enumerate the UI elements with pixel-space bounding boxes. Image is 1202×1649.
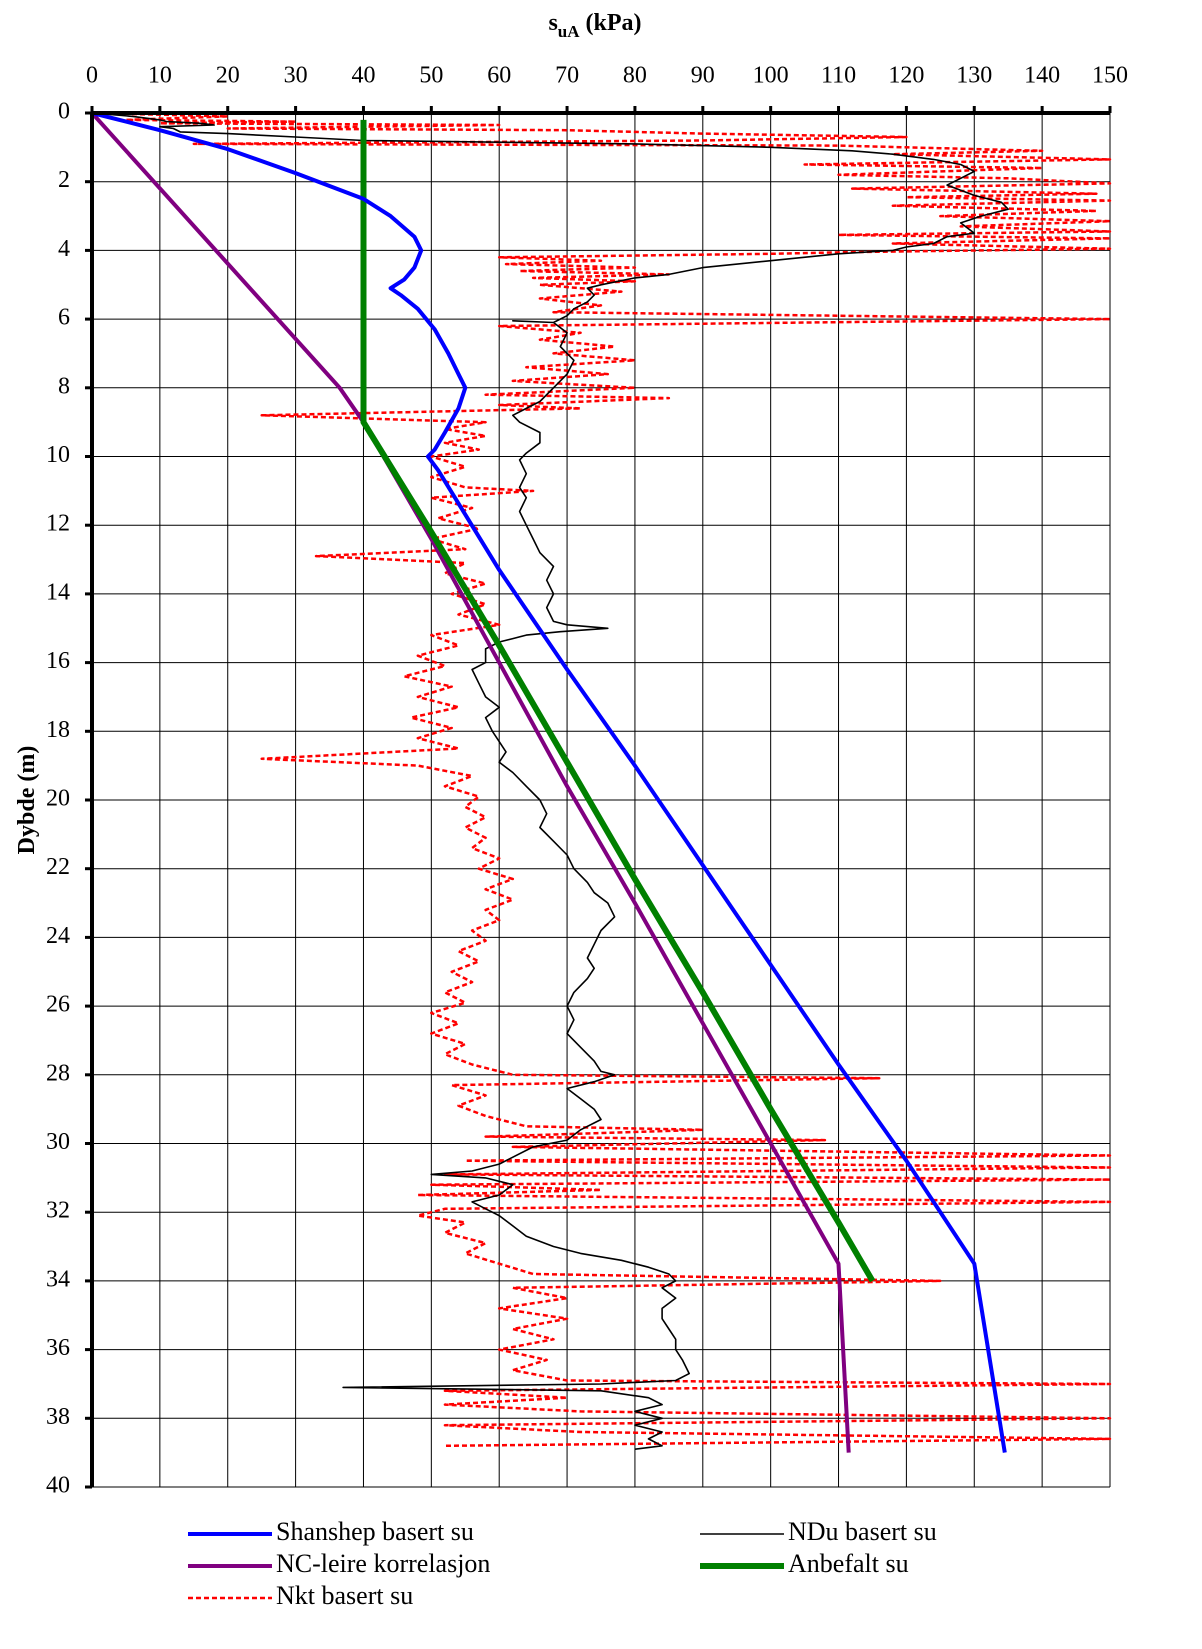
x-tick-label: 60 [487, 63, 511, 89]
legend-label-nkt-basert-su: Nkt basert su [276, 1581, 413, 1610]
series-shanshep-basert-su [91, 111, 1007, 1453]
y-tick-label: 20 [46, 786, 70, 812]
x-tick-label: 0 [86, 63, 98, 89]
series-nc-leire-korrelasjon [90, 111, 851, 1453]
x-tick-label: 20 [216, 63, 240, 89]
x-tick-label: 130 [956, 63, 992, 89]
x-tick-label: 10 [148, 63, 172, 89]
legend-label-anbefalt-su: Anbefalt su [788, 1549, 909, 1578]
y-tick-label: 40 [46, 1473, 70, 1499]
legend: Shanshep basert su NC-leire korrelasjon Nk… [188, 1517, 937, 1610]
y-tick-label: 4 [58, 236, 70, 262]
x-tick-labels: 0 10 20 30 40 50 60 70 80 90 100 110 120 130 140 150 [86, 63, 1128, 89]
series-anbefalt-su [360, 119, 876, 1283]
series-nkt-basert-su [91, 111, 1112, 1448]
x-tick-label: 100 [753, 63, 789, 89]
y-tick-label: 26 [46, 992, 70, 1018]
y-tick-label: 14 [46, 579, 70, 605]
y-tick-label: 16 [46, 648, 70, 674]
y-tick-label: 12 [46, 511, 70, 537]
x-tick-label: 150 [1092, 63, 1128, 89]
x-tick-label: 50 [419, 63, 443, 89]
y-tick-label: 28 [46, 1060, 70, 1086]
y-tick-label: 22 [46, 854, 70, 880]
grid-lines [91, 112, 1111, 1488]
x-tick-label: 40 [351, 63, 375, 89]
x-tick-label: 110 [821, 63, 856, 89]
x-tick-label: 70 [555, 63, 579, 89]
x-tick-label: 140 [1024, 63, 1060, 89]
y-tick-label: 36 [46, 1335, 70, 1361]
y-axis-title: Dybde (m) [14, 746, 40, 855]
x-tick-label: 80 [623, 63, 647, 89]
y-tick-label: 0 [58, 99, 70, 125]
y-tick-label: 10 [46, 442, 70, 468]
series-ndu-basert-su [91, 112, 1009, 1450]
x-tick-label: 90 [691, 63, 715, 89]
y-tick-label: 38 [46, 1404, 70, 1430]
y-tick-label: 8 [58, 373, 70, 399]
axes [85, 106, 1112, 1489]
x-tick-label: 120 [888, 63, 924, 89]
legend-label-shanshep-basert-su: Shanshep basert su [276, 1517, 474, 1546]
data-series [90, 111, 1112, 1453]
y-tick-label: 30 [46, 1129, 70, 1155]
y-tick-label: 32 [46, 1198, 70, 1224]
y-tick-label: 6 [58, 305, 70, 331]
y-tick-label: 2 [58, 167, 70, 193]
legend-label-nc-leire-korrelasjon: NC-leire korrelasjon [276, 1549, 490, 1578]
y-tick-label: 24 [46, 923, 70, 949]
y-tick-label: 18 [46, 717, 70, 743]
x-tick-label: 30 [284, 63, 308, 89]
legend-label-ndu-basert-su: NDu basert su [788, 1517, 937, 1546]
x-axis-title: suA (kPa) [548, 10, 641, 41]
y-tick-label: 34 [46, 1266, 70, 1292]
